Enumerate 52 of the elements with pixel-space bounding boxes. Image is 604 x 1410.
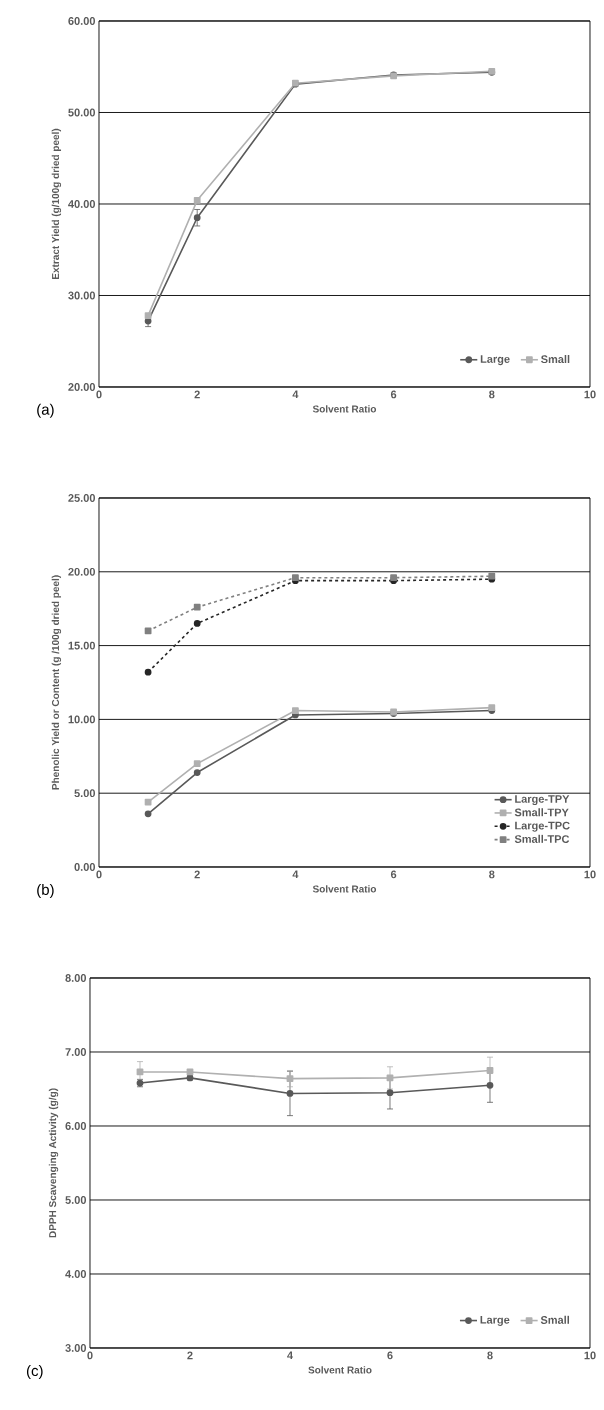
y-tick-label: 30.00 xyxy=(68,291,96,300)
y-tick-label: 0.00 xyxy=(74,863,96,871)
text: (b) xyxy=(37,883,54,898)
y-tick-label: 60.00 xyxy=(68,17,96,25)
y-tick-label: 5.00 xyxy=(74,789,96,798)
text: (a) xyxy=(37,403,54,418)
y-tick-label: 40.00 xyxy=(68,200,96,208)
text: (c) xyxy=(26,1365,43,1380)
y-tick-label: 25.00 xyxy=(68,494,96,502)
y-tick-label: 4.00 xyxy=(65,1270,87,1278)
x-axis-title: Solvent Ratio xyxy=(308,1366,372,1374)
y-tick-label: 50.00 xyxy=(68,108,96,117)
x-tick-label: 4 xyxy=(292,390,299,399)
y-tick-label: 7.00 xyxy=(65,1048,87,1056)
legend-label: Large xyxy=(480,1316,510,1326)
y-tick-label: 3.00 xyxy=(65,1344,87,1352)
y-axis-title: Phenolic Yield or Content (g /100g dried peel) xyxy=(51,575,62,790)
y-tick-label: 8.00 xyxy=(65,974,87,982)
legend-label: Small xyxy=(541,355,570,364)
y-tick-label: 6.00 xyxy=(65,1122,87,1130)
x-tick-label: 10 xyxy=(584,390,596,399)
legend-label: Small-TPC xyxy=(514,834,570,843)
x-tick-label: 10 xyxy=(584,1351,596,1360)
x-tick-label: 8 xyxy=(489,390,495,399)
y-tick-label: 10.00 xyxy=(68,715,96,724)
legend-label: Small-TPY xyxy=(514,808,569,817)
x-axis-title: Solvent Ratio xyxy=(312,885,377,893)
x-tick-label: 0 xyxy=(96,870,102,879)
y-tick-label: 15.00 xyxy=(68,641,96,650)
x-tick-label: 0 xyxy=(87,1351,93,1360)
x-tick-label: 8 xyxy=(487,1351,493,1360)
legend-label: Large-TPY xyxy=(515,795,570,806)
x-tick-label: 2 xyxy=(194,390,200,399)
x-tick-label: 4 xyxy=(287,1351,293,1360)
x-tick-label: 4 xyxy=(292,870,299,879)
x-tick-label: 10 xyxy=(584,870,596,879)
y-tick-label: 5.00 xyxy=(65,1196,87,1204)
y-axis-title: Extract Yield (g/100g dried peel) xyxy=(51,128,62,279)
x-tick-label: 2 xyxy=(187,1351,193,1360)
y-tick-label: 20.00 xyxy=(68,383,96,391)
legend-label: Small xyxy=(540,1315,570,1324)
legend-label: Large xyxy=(480,355,510,366)
x-tick-label: 6 xyxy=(390,870,397,879)
y-tick-label: 20.00 xyxy=(68,567,96,576)
x-tick-label: 6 xyxy=(387,1351,393,1360)
legend-label: Large-TPC xyxy=(515,821,570,832)
x-tick-label: 2 xyxy=(194,870,200,879)
x-tick-label: 0 xyxy=(96,390,102,399)
x-tick-label: 6 xyxy=(390,390,397,399)
x-tick-label: 8 xyxy=(489,870,495,879)
x-axis-title: Solvent Ratio xyxy=(312,405,377,413)
y-axis-title: DPPH Scavenging Activity (g/g) xyxy=(48,1088,59,1238)
